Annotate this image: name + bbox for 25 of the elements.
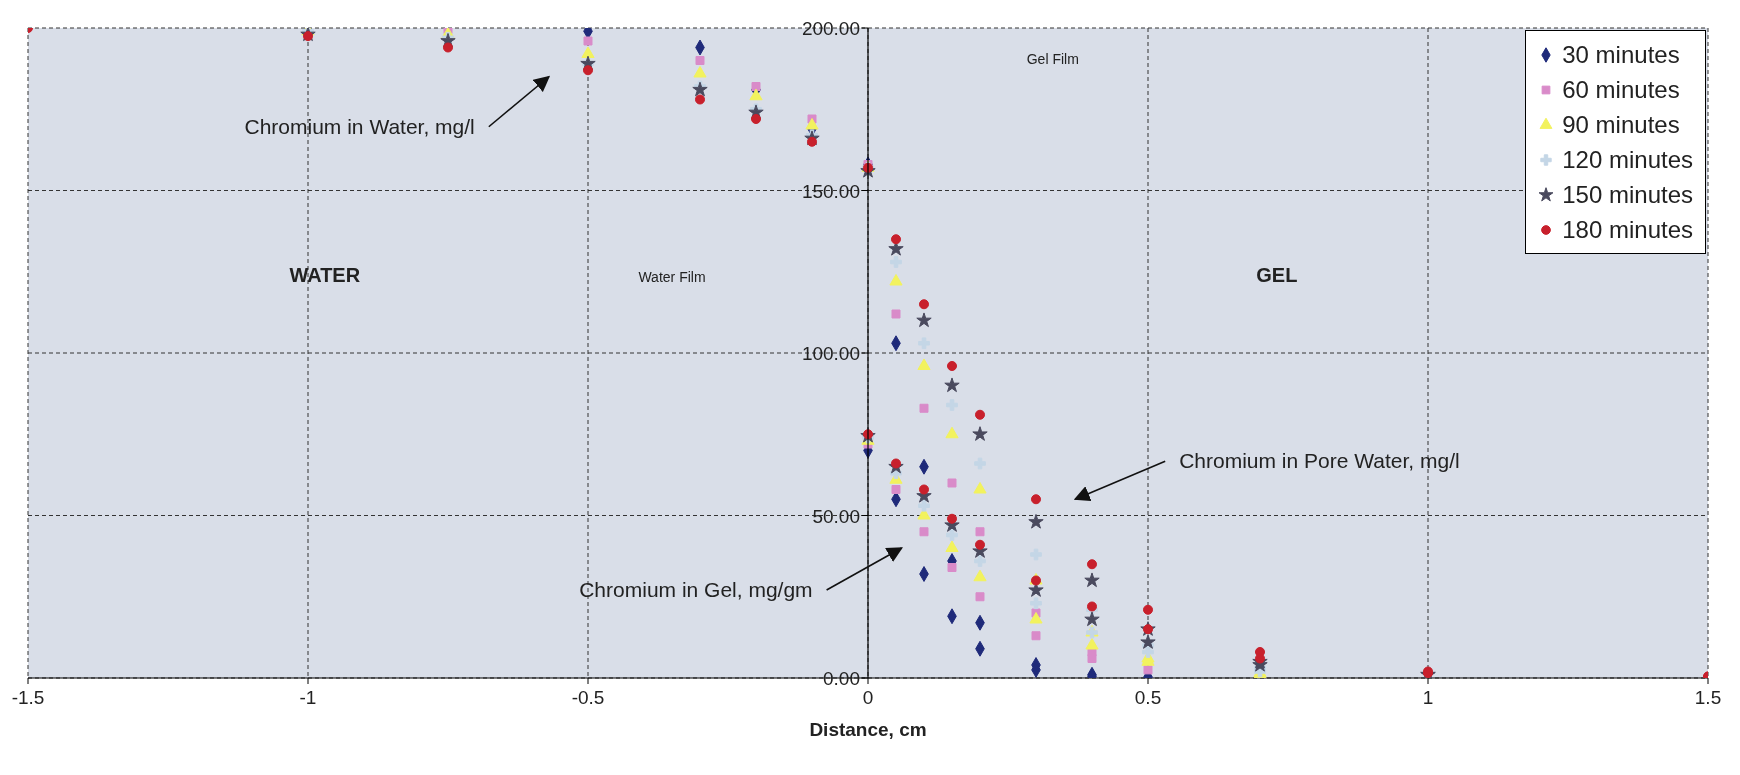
annotation: Chromium in Gel, mg/gm xyxy=(579,578,813,601)
legend-label: 30 minutes xyxy=(1562,40,1680,69)
annotation: Chromium in Pore Water, mg/l xyxy=(1179,449,1460,473)
y-tick-label: 200.00 xyxy=(801,18,860,39)
x-tick-label: -1 xyxy=(299,687,317,708)
x-axis-title: Distance, cm xyxy=(809,719,927,740)
legend-label: 60 minutes xyxy=(1562,75,1680,104)
legend-label: 180 minutes xyxy=(1562,215,1693,244)
x-tick-label: 0 xyxy=(862,687,874,708)
y-tick-label: 100.00 xyxy=(801,343,860,364)
legend-label: 150 minutes xyxy=(1562,180,1693,209)
y-tick-label: 50.00 xyxy=(812,505,860,527)
legend-label: 120 minutes xyxy=(1562,145,1693,174)
annotation: GEL xyxy=(1256,263,1298,286)
x-tick-label: 1 xyxy=(1422,687,1434,708)
x-tick-label: -1.5 xyxy=(11,687,45,708)
annotation: Chromium in Water, mg/l xyxy=(244,114,475,138)
x-tick-label: -0.5 xyxy=(571,687,605,708)
legend-label: 90 minutes xyxy=(1562,110,1680,139)
annotation: Gel Film xyxy=(1026,50,1079,67)
x-tick-label: 1.5 xyxy=(1694,687,1722,708)
annotation: WATER xyxy=(289,263,361,286)
x-tick-label: 0.5 xyxy=(1134,687,1162,708)
annotation: Water Film xyxy=(638,268,706,285)
y-tick-label: 150.00 xyxy=(801,180,860,202)
